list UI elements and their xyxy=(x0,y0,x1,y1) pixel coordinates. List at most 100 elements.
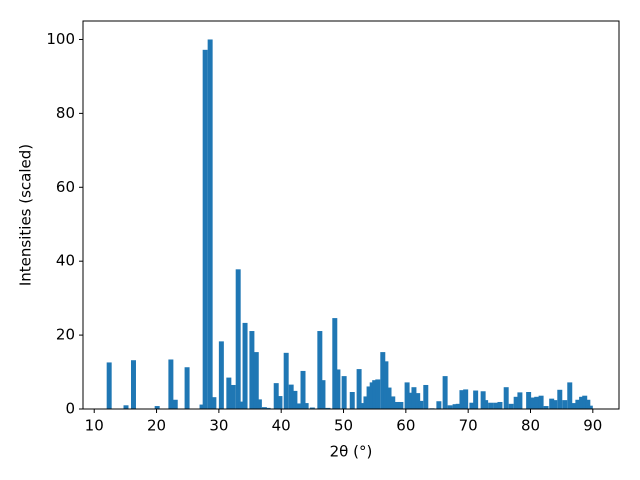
x-tick-label: 80 xyxy=(521,417,540,435)
bar xyxy=(543,406,549,409)
bar xyxy=(418,400,424,409)
x-tick-label: 10 xyxy=(85,417,104,435)
bar xyxy=(411,387,417,409)
bar xyxy=(552,400,558,409)
bar xyxy=(309,407,315,409)
x-tick-label: 70 xyxy=(459,417,478,435)
bar xyxy=(265,407,271,409)
y-tick-label: 0 xyxy=(65,400,75,418)
bar xyxy=(317,331,323,409)
bar xyxy=(587,405,593,409)
plot-frame xyxy=(82,20,620,410)
bar xyxy=(390,396,396,409)
bar xyxy=(288,384,294,409)
bar xyxy=(273,383,279,409)
bar xyxy=(463,389,469,409)
bar xyxy=(530,397,536,409)
bar xyxy=(341,376,347,409)
bar xyxy=(473,390,479,409)
bar xyxy=(277,396,283,409)
bar xyxy=(320,380,326,409)
x-tick-label: 90 xyxy=(583,417,602,435)
x-tick-label: 40 xyxy=(272,417,291,435)
bar xyxy=(447,405,453,409)
bar xyxy=(459,390,465,409)
bar xyxy=(303,403,309,409)
bar xyxy=(380,352,386,409)
bar xyxy=(168,359,174,409)
bar xyxy=(557,389,563,409)
bar xyxy=(585,399,591,409)
bar xyxy=(375,379,381,409)
bar xyxy=(483,400,489,409)
bar xyxy=(538,395,544,409)
bar xyxy=(202,49,208,410)
bar xyxy=(488,402,494,409)
bar xyxy=(575,399,581,409)
bar xyxy=(517,392,523,409)
bar xyxy=(386,387,392,409)
bar xyxy=(211,397,217,409)
bar xyxy=(226,377,232,409)
bar xyxy=(398,401,404,409)
bar xyxy=(571,403,577,409)
bar xyxy=(363,396,369,409)
bar xyxy=(508,403,514,409)
bar xyxy=(404,382,410,409)
x-tick-label: 30 xyxy=(209,417,228,435)
bar xyxy=(408,392,414,409)
bar xyxy=(356,369,362,409)
y-tick-label: 20 xyxy=(56,326,75,344)
bar xyxy=(300,370,306,409)
bar xyxy=(292,390,298,409)
y-tick-label: 60 xyxy=(56,178,75,196)
x-tick-label: 20 xyxy=(147,417,166,435)
bar xyxy=(562,400,568,409)
y-tick-label: 40 xyxy=(56,252,75,270)
bar xyxy=(349,392,355,409)
bar xyxy=(526,392,532,409)
y-axis-label: Intensities (scaled) xyxy=(17,144,35,286)
bar xyxy=(497,401,503,409)
bar xyxy=(366,386,372,409)
bar xyxy=(415,393,421,409)
bar xyxy=(369,382,375,409)
bar xyxy=(335,369,341,409)
bar xyxy=(394,401,400,409)
bar xyxy=(325,407,331,409)
bar xyxy=(503,387,509,409)
bar xyxy=(230,384,236,409)
bar xyxy=(154,406,160,409)
bar xyxy=(332,318,338,409)
bar xyxy=(372,380,378,409)
bar xyxy=(238,401,244,409)
bar xyxy=(360,403,366,409)
bar xyxy=(249,331,255,409)
bar xyxy=(242,322,248,409)
x-tick-label: 50 xyxy=(334,417,353,435)
bar xyxy=(172,399,178,409)
bar xyxy=(235,269,241,409)
bar xyxy=(567,382,573,409)
bar xyxy=(455,403,461,409)
y-tick-label: 100 xyxy=(46,30,75,48)
bar xyxy=(383,361,389,409)
x-axis-label: 2θ (°) xyxy=(330,443,373,461)
bar xyxy=(579,396,585,409)
bar xyxy=(106,362,112,409)
bar xyxy=(493,402,499,409)
bar xyxy=(436,401,442,409)
bar xyxy=(123,405,129,409)
bar xyxy=(130,360,136,409)
bar xyxy=(534,396,540,409)
y-tick-label: 80 xyxy=(56,104,75,122)
bar xyxy=(256,399,262,409)
bar xyxy=(261,407,267,409)
bar xyxy=(283,352,289,409)
bar xyxy=(469,402,475,409)
bar xyxy=(582,395,588,409)
bar xyxy=(452,404,458,409)
x-tick-label: 60 xyxy=(396,417,415,435)
